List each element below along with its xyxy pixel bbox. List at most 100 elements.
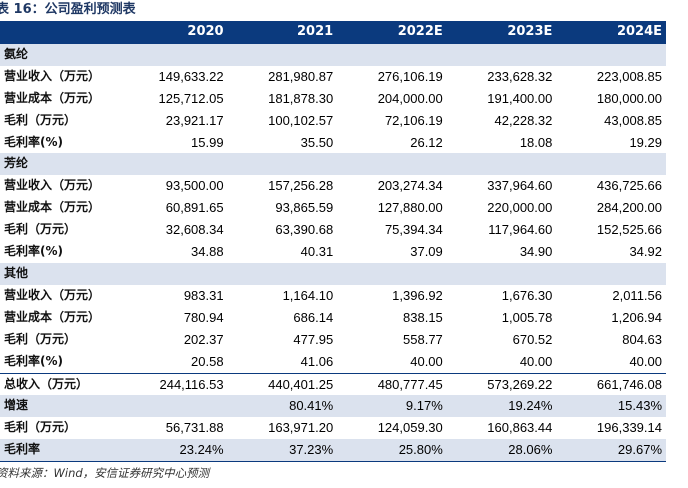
table-title: 表 16：公司盈利预测表	[0, 2, 136, 17]
table-row: 毛利（万元） 202.37 477.95 558.77 670.52 804.63	[0, 329, 666, 351]
row-label: 芳纶	[0, 153, 118, 176]
table-cell: 29.67%	[556, 439, 666, 463]
table-cell: 20.58	[191, 353, 224, 369]
table-cell: 80.41%	[227, 395, 338, 418]
table-cell: 220,000.00	[487, 200, 553, 216]
table-cell	[337, 262, 447, 285]
table-cell: 204,000.00	[377, 90, 443, 106]
table-cell: 43,008.85	[604, 112, 662, 128]
table-cell	[556, 43, 666, 66]
table-cell	[118, 153, 228, 176]
table-cell: 180,000.00	[596, 90, 662, 106]
row-label: 总收入（万元）	[0, 372, 118, 396]
table-cell: 223,008.85	[596, 68, 662, 84]
table-row: 总收入（万元） 244,116.53 440,401.25 480,777.45 573…	[0, 372, 666, 396]
row-label: 氨纶	[0, 43, 118, 66]
table-cell: 157,256.28	[268, 178, 334, 194]
table-cell: 440,401.25	[227, 372, 338, 396]
header-row: 2020 2021 2022E 2023E 2024E	[0, 21, 666, 44]
header-cell-2022e: 2022E	[337, 21, 447, 44]
table-row: 营业成本（万元） 780.94 686.14 838.15 1,005.78 1,206.…	[0, 307, 666, 329]
table-row: 营业收入（万元） 983.31 1,164.10 1,396.92 1,676.30 2,…	[0, 285, 666, 307]
table-cell	[556, 262, 666, 285]
table-cell: 1,206.94	[611, 309, 662, 325]
section-row: 其他	[0, 262, 666, 285]
table-cell: 34.92	[629, 244, 662, 260]
table-cell: 93,865.59	[275, 200, 334, 216]
table-row: 毛利率(%) 34.88 40.31 37.09 34.90 34.92	[0, 241, 666, 263]
table-cell: 93,500.00	[165, 178, 224, 194]
table-cell: 804.63	[622, 331, 662, 347]
table-cell	[446, 43, 557, 66]
table-cell: 15.99	[191, 134, 224, 150]
table-cell: 202.37	[183, 331, 224, 347]
table-row: 毛利率(%) 20.58 41.06 40.00 40.00 40.00	[0, 351, 666, 373]
row-label: 其他	[0, 262, 118, 285]
table-cell: 15.43%	[556, 395, 666, 418]
table-cell: 35.50	[300, 134, 334, 150]
row-label: 毛利（万元）	[4, 331, 77, 346]
row-label: 毛利率	[0, 439, 118, 463]
table-cell: 480,777.45	[337, 372, 447, 396]
table-cell: 233,628.32	[487, 68, 553, 84]
row-label: 毛利（万元）	[4, 222, 77, 237]
table-cell: 163,971.20	[268, 420, 334, 436]
row-label: 毛利率(%)	[4, 353, 63, 368]
table-cell: 244,116.53	[118, 372, 228, 396]
table-cell	[556, 153, 666, 176]
table-cell: 117,964.60	[488, 222, 553, 238]
row-label: 毛利率(%)	[4, 134, 63, 149]
table-cell: 18.08	[519, 134, 553, 150]
header-cell-2020: 2020	[118, 21, 228, 44]
table-cell: 1,005.78	[501, 309, 553, 325]
table-cell: 23.24%	[118, 439, 228, 463]
table-cell: 152,525.66	[596, 222, 662, 238]
table-cell: 181,878.30	[268, 90, 334, 106]
table-row: 毛利（万元） 32,608.34 63,390.68 75,394.34 117,964…	[0, 219, 666, 241]
table-cell: 60,891.65	[165, 200, 224, 216]
table-row: 毛利（万元） 23,921.17 100,102.57 72,106.19 42,228…	[0, 110, 666, 132]
table-cell: 100,102.57	[268, 112, 334, 128]
table-cell: 42,228.32	[494, 112, 553, 128]
table-cell	[227, 43, 338, 66]
table-cell	[337, 43, 447, 66]
table-cell	[227, 262, 338, 285]
table-cell: 28.06%	[446, 439, 557, 463]
table-cell: 780.94	[183, 309, 224, 325]
header-cell-2023e: 2023E	[446, 21, 557, 44]
table-cell	[118, 395, 228, 418]
table-cell: 34.88	[191, 244, 224, 260]
row-label: 营业成本（万元）	[4, 309, 101, 324]
table-cell: 9.17%	[337, 395, 447, 418]
table-cell: 40.00	[519, 353, 553, 369]
table-cell: 983.31	[183, 287, 224, 303]
row-label: 毛利（万元）	[4, 112, 77, 127]
row-label: 营业收入（万元）	[4, 287, 101, 302]
table-cell: 558.77	[403, 331, 443, 347]
table-cell: 41.06	[300, 353, 334, 369]
table-cell: 72,106.19	[384, 112, 443, 128]
table-cell: 191,400.00	[487, 90, 553, 106]
table-cell: 196,339.14	[596, 420, 662, 436]
table-body: 氨纶 营业收入（万元） 149,633.22 281,980.87 276,106.19…	[0, 43, 666, 463]
table-cell: 40.00	[629, 353, 662, 369]
table-cell: 19.29	[629, 134, 662, 150]
table-cell	[446, 153, 557, 176]
table-cell: 477.95	[293, 331, 334, 347]
table-cell	[118, 43, 228, 66]
table-cell: 37.23%	[227, 439, 338, 463]
table-cell	[118, 262, 228, 285]
profit-forecast-table: 2020 2021 2022E 2023E 2024E 氨纶 营业收入（万元） 14…	[0, 21, 666, 463]
table-row: 营业成本（万元） 125,712.05 181,878.30 204,000.00 19…	[0, 88, 666, 110]
row-label: 营业收入（万元）	[4, 178, 101, 193]
table-cell: 1,164.10	[282, 287, 334, 303]
table-cell: 149,633.22	[158, 68, 224, 84]
table-cell: 838.15	[403, 309, 443, 325]
table-cell: 63,390.68	[275, 222, 334, 238]
table-cell	[337, 153, 447, 176]
table-row: 营业收入（万元） 149,633.22 281,980.87 276,106.19 23…	[0, 66, 666, 88]
row-label: 毛利（万元）	[4, 420, 77, 435]
row-label: 增速	[0, 395, 118, 418]
row-label: 营业成本（万元）	[4, 90, 101, 105]
table-row: 增速 80.41% 9.17% 19.24% 15.43%	[0, 395, 666, 418]
